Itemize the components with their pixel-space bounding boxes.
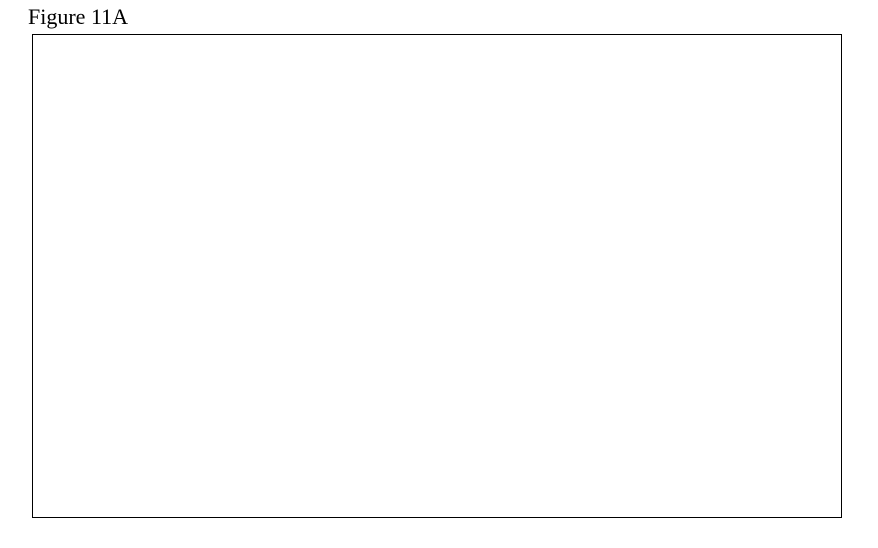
figure-label: Figure 11A xyxy=(28,4,129,29)
y-tick-label: 1.00 xyxy=(49,111,82,129)
bar-female-2021 xyxy=(292,179,338,418)
x-tick-label: 2022 xyxy=(439,437,477,455)
legend: Female Equal Pay xyxy=(312,481,564,499)
y-axis-ticks: 0.00 0.50 1.00 xyxy=(49,111,82,427)
x-tick-label: 2021 xyxy=(296,437,334,455)
x-tick-label: 2023 xyxy=(583,437,621,455)
chart-title: Non-Editorial: Gender Pay Gap, 2021-2023 xyxy=(178,60,696,90)
x-axis-ticks: 2021 2022 2023 xyxy=(296,437,621,455)
data-label-2022: 0.85 xyxy=(441,313,474,331)
data-label-2023: 0.86 xyxy=(585,312,618,330)
legend-swatch-female xyxy=(312,484,352,494)
bars xyxy=(292,161,625,418)
y-tick-label: 0.00 xyxy=(49,409,82,427)
bar-female-2023 xyxy=(579,161,625,418)
bar-female-2022 xyxy=(435,164,481,418)
legend-label-equal-pay: Equal Pay xyxy=(491,481,564,499)
y-tick-label: 0.50 xyxy=(49,260,82,278)
legend-label-female: Female xyxy=(358,481,412,499)
data-label-2021: 0.80 xyxy=(298,321,331,339)
